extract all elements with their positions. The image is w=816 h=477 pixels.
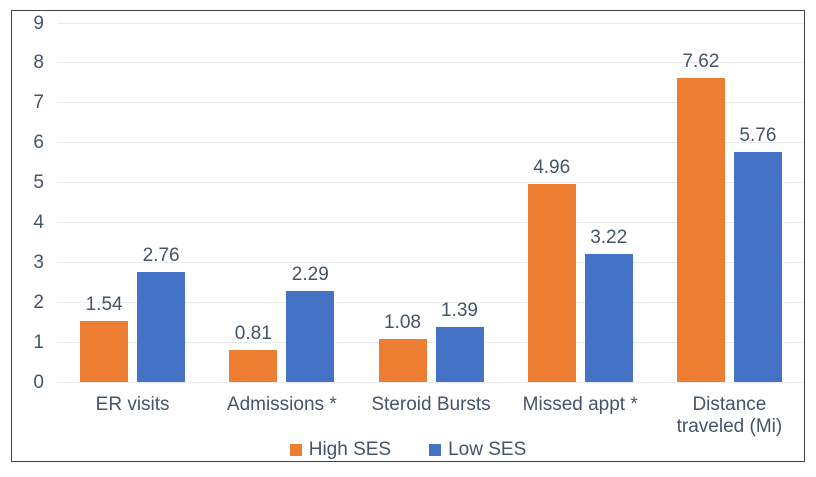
bar-groups: 1.54 2.76 0.81 2.29 1.08 1.39 4.96 3.22 7.62 5.76	[58, 23, 804, 382]
bar-low-ses: 2.76	[137, 245, 186, 382]
y-tick-label: 3	[33, 251, 44, 273]
gridline	[58, 142, 804, 144]
plot-area	[58, 22, 804, 383]
y-tick-label: 8	[33, 52, 44, 74]
bar-data-label: 2.29	[291, 264, 329, 285]
x-category-label: Distance traveled (Mi)	[676, 394, 783, 437]
bar-data-label: 7.62	[682, 51, 720, 72]
y-tick-label: 7	[33, 92, 44, 114]
gridline	[58, 381, 804, 383]
bar-low-ses: 5.76	[733, 125, 782, 382]
legend-item-low-ses: Low SES	[429, 439, 526, 461]
bar-data-label: 4.96	[533, 157, 571, 178]
bar-data-label: 1.39	[441, 300, 478, 321]
y-tick-label: 0	[33, 371, 44, 393]
gridline	[58, 62, 804, 64]
legend-item-high-ses: High SES	[289, 439, 392, 461]
gridline	[58, 341, 804, 343]
x-category-label: Steroid Bursts	[371, 394, 491, 415]
y-tick-label: 5	[33, 172, 44, 194]
gridline	[58, 301, 804, 303]
bar-low-ses: 2.29	[286, 264, 335, 382]
bar-group: 4.96 3.22	[506, 23, 655, 382]
bar-high-ses: 7.62	[676, 51, 725, 382]
bar-high-ses: 0.81	[229, 323, 278, 382]
bar-high-ses: 4.96	[527, 157, 576, 382]
legend-label: High SES	[308, 439, 392, 460]
legend: High SES Low SES	[12, 439, 804, 461]
bar-data-label: 2.76	[142, 245, 180, 266]
bar-data-label: 1.08	[384, 312, 421, 333]
y-tick-label: 2	[33, 291, 44, 313]
y-tick-label: 4	[33, 211, 44, 233]
bar-low-ses: 3.22	[584, 227, 633, 382]
bar-high-ses: 1.08	[378, 312, 427, 382]
bar-group: 0.81 2.29	[207, 23, 356, 382]
legend-swatch-icon	[429, 444, 442, 456]
bar-group: 1.08 1.39	[356, 23, 505, 382]
gridline	[58, 22, 804, 24]
bar-group: 7.62 5.76	[655, 23, 804, 382]
gridline	[58, 182, 804, 184]
bar-low-ses: 1.39	[435, 300, 484, 382]
x-axis-category-labels: ER visits Admissions * Steroid Bursts Misse…	[58, 394, 804, 438]
gridline	[58, 102, 804, 104]
y-tick-label: 9	[33, 12, 44, 34]
chart-frame: 0 1 2 3 4 5 6 7 8 9 1.54 2.76 0.81 2.29 1.08 1.39 4.96 3…	[11, 10, 805, 462]
gridline	[58, 221, 804, 223]
legend-label: Low SES	[448, 439, 527, 460]
bar-group: 1.54 2.76	[58, 23, 207, 382]
x-category-label: Admissions *	[226, 394, 337, 415]
bar-data-label: 3.22	[590, 227, 628, 248]
legend-swatch-icon	[289, 444, 302, 456]
x-category-label: ER visits	[95, 394, 170, 415]
bar-data-label: 1.54	[85, 294, 123, 315]
bar-data-label: 5.76	[739, 125, 777, 146]
x-category-label: Missed appt *	[522, 394, 638, 415]
gridline	[58, 261, 804, 263]
bar-high-ses: 1.54	[80, 294, 129, 382]
bar-data-label: 0.81	[234, 323, 272, 344]
y-tick-label: 1	[33, 331, 44, 353]
y-tick-label: 6	[33, 132, 44, 154]
